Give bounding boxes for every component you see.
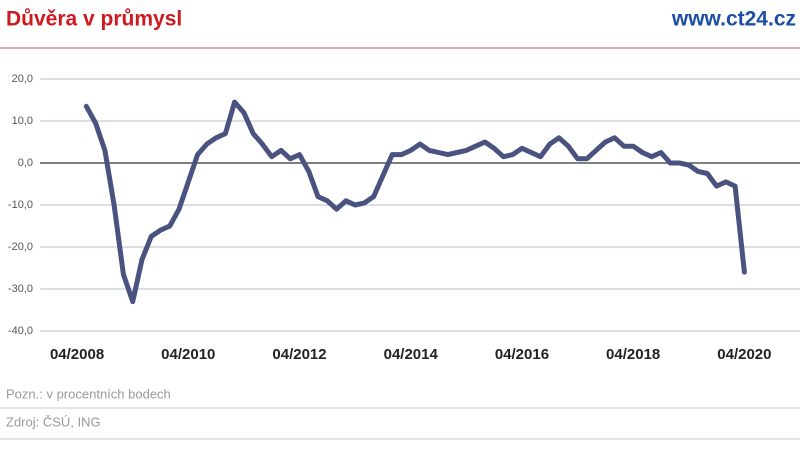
x-tick-label: 04/2010 — [161, 346, 215, 363]
y-tick-label: 0,0 — [18, 157, 33, 169]
y-tick-label: -40,0 — [8, 325, 33, 337]
y-tick-label: -10,0 — [8, 199, 33, 211]
y-tick-label: -30,0 — [8, 283, 33, 295]
x-tick-label: 04/2012 — [272, 346, 326, 363]
x-tick-label: 04/2016 — [495, 346, 549, 363]
data-line — [83, 99, 747, 305]
x-tick-label: 04/2008 — [50, 346, 104, 363]
y-tick-label: 10,0 — [12, 115, 33, 127]
note: Pozn.: v procentních bodech — [6, 386, 171, 401]
site: www.ct24.cz — [671, 8, 796, 31]
y-tick-label: -20,0 — [8, 241, 33, 253]
x-tick-label: 04/2020 — [717, 346, 771, 363]
y-tick-label: 20,0 — [12, 73, 33, 85]
x-tick-label: 04/2018 — [606, 346, 660, 363]
source: Zdroj: ČSÚ, ING — [6, 414, 101, 429]
chart-title: Důvěra v průmysl — [6, 8, 182, 31]
x-tick-label: 04/2014 — [384, 346, 439, 363]
